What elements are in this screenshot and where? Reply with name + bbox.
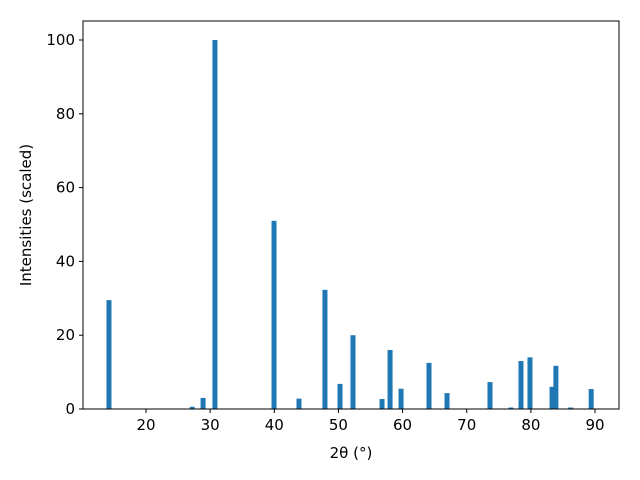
y-tick-label: 60: [56, 179, 75, 197]
y-tick-label: 0: [65, 400, 75, 418]
bar: [350, 335, 356, 409]
y-tick-label: 100: [46, 31, 75, 49]
bar: [189, 406, 195, 409]
bar: [337, 383, 343, 409]
y-tick-label: 80: [56, 105, 75, 123]
y-tick-label: 20: [56, 326, 75, 344]
bar: [322, 289, 328, 409]
bar: [527, 357, 533, 409]
x-tick-label: 50: [329, 416, 348, 434]
bar: [444, 393, 450, 409]
plot-frame: [82, 20, 620, 410]
bar: [212, 40, 218, 410]
bar: [271, 220, 277, 409]
bar: [588, 389, 594, 409]
bar: [426, 362, 432, 409]
y-axis-label: Intensities (scaled): [17, 144, 35, 286]
x-tick-label: 60: [393, 416, 412, 434]
bar: [549, 386, 555, 409]
bar: [379, 399, 385, 409]
x-tick-label: 70: [457, 416, 476, 434]
x-tick-label: 20: [136, 416, 155, 434]
x-tick-label: 40: [265, 416, 284, 434]
y-tick-label: 40: [56, 252, 75, 270]
bar: [553, 365, 559, 409]
bar: [487, 382, 493, 409]
bar: [106, 300, 112, 409]
bar: [398, 388, 404, 409]
x-tick-label: 30: [201, 416, 220, 434]
bar: [296, 398, 302, 409]
bar: [387, 349, 393, 409]
bar: [518, 361, 524, 409]
x-tick-label: 90: [585, 416, 604, 434]
bar: [200, 397, 206, 409]
x-tick-label: 80: [521, 416, 540, 434]
bar: [568, 407, 574, 409]
x-axis-label: 2θ (°): [330, 444, 373, 462]
bar: [508, 407, 514, 409]
